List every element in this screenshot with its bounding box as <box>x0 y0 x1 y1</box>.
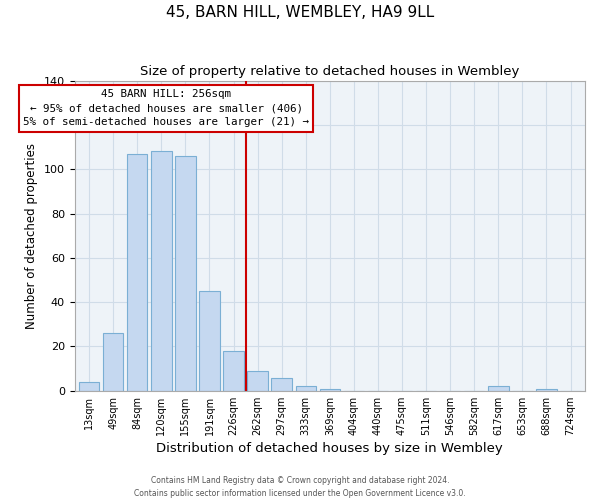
Bar <box>127 154 148 391</box>
Y-axis label: Number of detached properties: Number of detached properties <box>25 142 38 328</box>
Bar <box>488 386 509 391</box>
X-axis label: Distribution of detached houses by size in Wembley: Distribution of detached houses by size … <box>157 442 503 455</box>
Text: 45 BARN HILL: 256sqm
← 95% of detached houses are smaller (406)
5% of semi-detac: 45 BARN HILL: 256sqm ← 95% of detached h… <box>23 90 309 128</box>
Bar <box>175 156 196 391</box>
Text: Contains HM Land Registry data © Crown copyright and database right 2024.
Contai: Contains HM Land Registry data © Crown c… <box>134 476 466 498</box>
Bar <box>296 386 316 391</box>
Text: 45, BARN HILL, WEMBLEY, HA9 9LL: 45, BARN HILL, WEMBLEY, HA9 9LL <box>166 5 434 20</box>
Title: Size of property relative to detached houses in Wembley: Size of property relative to detached ho… <box>140 65 520 78</box>
Bar <box>223 351 244 391</box>
Bar <box>199 291 220 391</box>
Bar <box>271 378 292 391</box>
Bar <box>103 333 124 391</box>
Bar <box>536 388 557 391</box>
Bar <box>247 371 268 391</box>
Bar <box>320 388 340 391</box>
Bar <box>151 152 172 391</box>
Bar <box>79 382 100 391</box>
